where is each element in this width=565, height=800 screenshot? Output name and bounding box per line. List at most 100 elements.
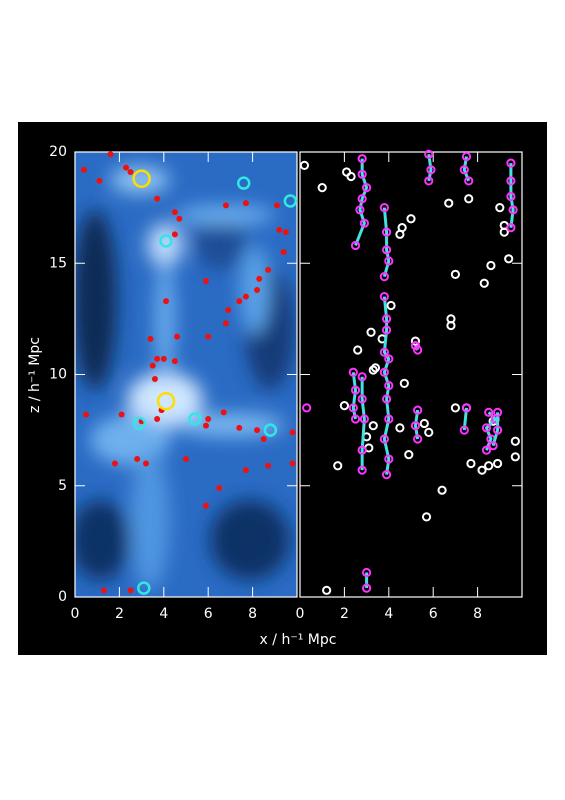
ring-point: [366, 327, 376, 337]
ring-point: [299, 160, 310, 170]
x-tick-label: 6: [429, 606, 438, 622]
ring-point: [486, 260, 496, 271]
ring-point: [450, 269, 460, 279]
point: [256, 275, 263, 282]
x-tick-label: 0: [296, 606, 305, 622]
ring-point: [424, 149, 434, 159]
ring-point: [492, 407, 503, 417]
ring-point: [379, 203, 389, 213]
ring-point: [444, 198, 454, 208]
density-map: [75, 152, 297, 597]
x-tick-label: 6: [204, 606, 213, 622]
ring-point: [479, 278, 489, 288]
ring-point: [348, 403, 358, 413]
chain-line: [491, 412, 500, 447]
point: [202, 502, 209, 509]
ring-point: [381, 325, 392, 335]
ring-point: [413, 434, 423, 444]
ring-point: [499, 227, 509, 237]
ring-point: [381, 470, 392, 480]
ring-point: [510, 436, 520, 446]
ring-point: [322, 585, 332, 595]
ring-point: [488, 441, 498, 451]
ring-point: [484, 407, 494, 417]
ring-point: [333, 461, 343, 471]
point: [123, 164, 130, 171]
ring-point: [450, 403, 460, 413]
ring-point: [132, 416, 147, 431]
ring-point: [362, 183, 372, 193]
ring-point: [379, 292, 389, 302]
ring-point: [368, 365, 378, 375]
point: [280, 249, 287, 256]
ring-point: [510, 452, 520, 462]
ring-point: [263, 423, 278, 437]
ring-point: [348, 367, 358, 377]
ring-point: [421, 512, 432, 522]
point: [143, 460, 150, 467]
x-tick-label: 2: [115, 606, 124, 622]
ring-point: [481, 445, 492, 455]
ring-point: [506, 223, 516, 233]
point: [154, 355, 161, 362]
point: [242, 200, 249, 207]
x-tick-label: 2: [340, 606, 349, 622]
ring-point: [413, 345, 423, 355]
point: [171, 231, 178, 238]
y-tick-label: 0: [58, 589, 67, 605]
ring-point: [339, 401, 349, 411]
point: [202, 278, 209, 285]
ring-point: [368, 421, 378, 431]
ring-point: [461, 151, 472, 162]
ring-point: [459, 165, 469, 175]
ring-point: [508, 205, 518, 215]
ring-point: [362, 567, 372, 578]
ring-point: [350, 414, 361, 424]
ring-point: [384, 256, 394, 266]
ring-point: [384, 354, 394, 364]
point: [260, 436, 267, 443]
ring-point: [386, 300, 396, 311]
ring-point: [437, 485, 447, 495]
ring-point: [236, 176, 251, 190]
ring-point: [410, 336, 421, 346]
point: [222, 202, 229, 209]
point: [83, 411, 90, 418]
ring-point: [381, 245, 392, 255]
point: [107, 151, 114, 158]
point: [242, 293, 249, 300]
ring-point: [395, 423, 405, 433]
point: [183, 456, 189, 463]
ring-point: [413, 405, 423, 415]
x-tick-label: 4: [159, 606, 168, 622]
ring-point: [357, 372, 367, 382]
ring-point: [353, 345, 363, 355]
point: [216, 484, 223, 491]
point: [254, 427, 261, 434]
ring-point: [424, 427, 434, 437]
x-tick-label: 8: [473, 606, 482, 622]
ring-point: [381, 227, 392, 237]
point: [242, 467, 249, 474]
ring-point: [459, 425, 469, 435]
ring-point: [395, 229, 405, 239]
chain-line: [382, 207, 391, 278]
y-tick-label: 10: [49, 367, 67, 383]
ring-point: [461, 403, 472, 413]
point: [154, 416, 161, 422]
chain-line: [360, 376, 366, 471]
ring-point: [399, 378, 409, 388]
point: [289, 460, 296, 467]
ring-point: [506, 158, 516, 168]
point: [282, 229, 289, 236]
ring-point: [410, 421, 421, 431]
ring-point: [384, 381, 394, 391]
ring-point: [156, 391, 176, 411]
point: [160, 355, 167, 362]
ring-point: [317, 183, 327, 193]
ring-point: [132, 169, 151, 188]
ring-point: [379, 367, 389, 377]
point: [176, 215, 183, 222]
x-tick-label: 0: [71, 606, 80, 622]
point: [134, 456, 141, 463]
